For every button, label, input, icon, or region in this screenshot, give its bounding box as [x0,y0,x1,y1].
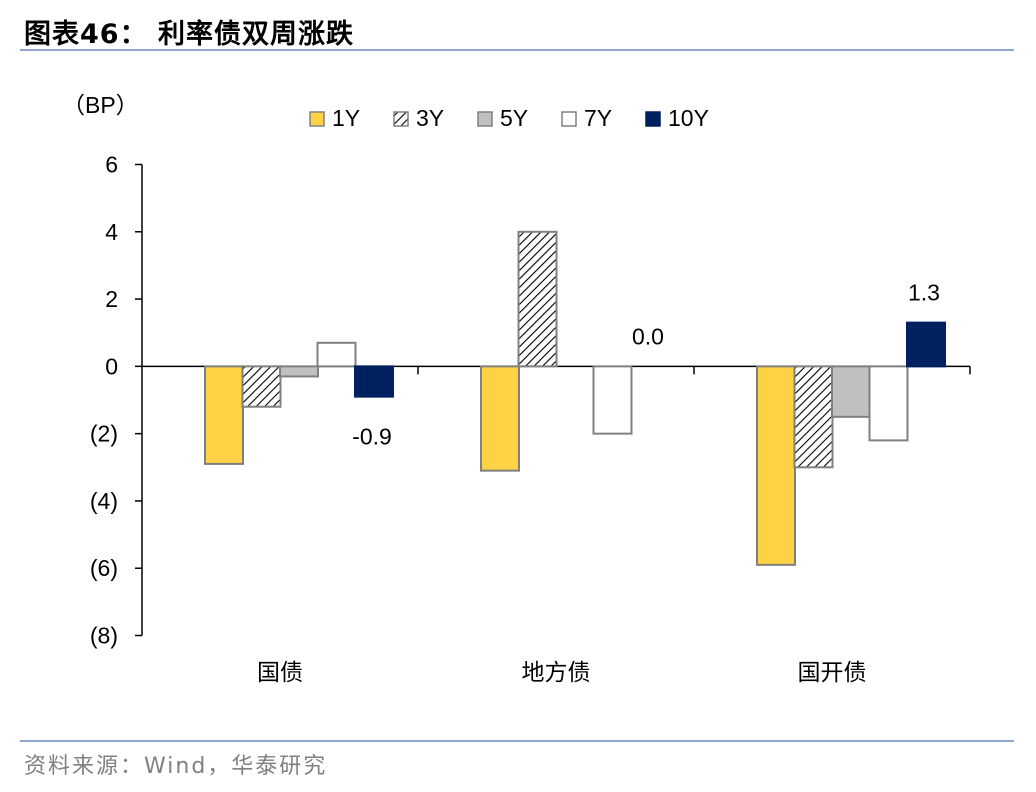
source-note: 资料来源：Wind，华泰研究 [24,754,328,779]
bar-7Y-2 [592,365,633,435]
legend-label-3Y: 3Y [416,105,444,131]
data-label-10y: 1.3 [908,280,940,306]
bar-10Y-3 [906,321,946,368]
y-tick-label: (8) [90,623,118,649]
y-tick-label: 6 [105,152,118,178]
x-category-label: 地方债 [522,660,591,686]
bar-10Y-1 [354,365,394,398]
legend-swatch-7Y [561,111,577,127]
bar-7Y-1 [316,341,357,368]
legend-swatch-1Y [309,111,325,127]
y-tick-label: 4 [105,219,118,245]
bar-5Y-3 [831,365,871,418]
data-label-10y: 0.0 [632,323,664,349]
bar-3Y-3 [793,365,834,469]
legend-swatch-10Y [645,111,661,127]
legend-label-10Y: 10Y [668,105,709,131]
y-tick-label: 0 [105,353,118,379]
y-axis-unit-label: （BP） [62,92,139,118]
x-category-label: 国开债 [798,660,867,686]
figure-title: 图表46： 利率债双周涨跌 [24,19,354,50]
y-tick-label: (2) [90,421,118,447]
legend-label-5Y: 5Y [500,105,528,131]
legend-swatch-3Y [393,111,409,127]
bar-1Y-3 [756,365,796,566]
legend-label-1Y: 1Y [332,105,360,131]
y-tick-label: (4) [90,488,118,514]
title-divider [20,49,1014,51]
footer-divider [20,740,1014,742]
bar-7Y-3 [868,365,909,442]
y-tick-label: (6) [90,555,118,581]
legend-label-7Y: 7Y [584,105,612,131]
data-label-10y: -0.9 [352,424,392,450]
y-tick-label: 2 [105,286,118,312]
legend-swatch-5Y [477,111,493,127]
bar-1Y-2 [480,365,520,472]
bar-1Y-1 [204,365,244,465]
bar-5Y-1 [279,365,319,378]
bar-3Y-1 [241,365,282,408]
x-category-label: 国债 [257,660,303,686]
bar-3Y-2 [517,230,558,368]
